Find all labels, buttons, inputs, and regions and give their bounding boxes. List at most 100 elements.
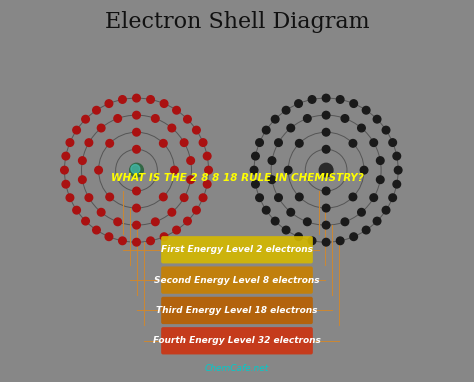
Circle shape <box>160 233 168 241</box>
Circle shape <box>199 194 207 202</box>
Circle shape <box>85 139 93 146</box>
Circle shape <box>349 193 357 201</box>
Text: Second Energy Level 8 electrons: Second Energy Level 8 electrons <box>154 276 320 285</box>
Circle shape <box>284 166 292 174</box>
FancyBboxPatch shape <box>161 327 313 354</box>
Circle shape <box>322 146 330 153</box>
Circle shape <box>82 217 90 225</box>
Circle shape <box>268 176 276 183</box>
Circle shape <box>62 152 70 160</box>
Circle shape <box>192 126 200 134</box>
Text: WHAT IS THE 2 8 8 18 RULE IN CHEMISTRY?: WHAT IS THE 2 8 8 18 RULE IN CHEMISTRY? <box>110 173 364 183</box>
Circle shape <box>350 100 357 107</box>
Circle shape <box>62 180 70 188</box>
Circle shape <box>118 237 126 244</box>
Circle shape <box>203 180 211 188</box>
Circle shape <box>252 180 259 188</box>
Circle shape <box>295 193 303 201</box>
Circle shape <box>287 209 294 216</box>
Circle shape <box>160 139 167 147</box>
Circle shape <box>106 139 113 147</box>
Circle shape <box>133 94 140 102</box>
Circle shape <box>360 166 368 174</box>
Circle shape <box>275 139 283 146</box>
Circle shape <box>283 226 290 234</box>
Circle shape <box>308 96 316 103</box>
Circle shape <box>263 126 270 134</box>
Circle shape <box>133 112 140 119</box>
Circle shape <box>370 194 377 201</box>
Circle shape <box>393 180 401 188</box>
Circle shape <box>66 139 74 146</box>
Circle shape <box>61 166 68 174</box>
Circle shape <box>183 115 191 123</box>
Circle shape <box>114 218 121 226</box>
Circle shape <box>322 204 330 212</box>
Circle shape <box>394 166 402 174</box>
Circle shape <box>97 209 105 216</box>
Circle shape <box>358 124 365 132</box>
Circle shape <box>370 139 377 146</box>
Circle shape <box>168 209 176 216</box>
Circle shape <box>133 238 140 246</box>
Circle shape <box>133 204 140 212</box>
Circle shape <box>337 96 344 103</box>
Circle shape <box>322 221 330 229</box>
Circle shape <box>168 124 176 132</box>
Circle shape <box>73 206 81 214</box>
Circle shape <box>373 115 381 123</box>
Text: Fourth Energy Level 32 electrons: Fourth Energy Level 32 electrons <box>153 336 321 345</box>
Circle shape <box>73 126 81 134</box>
Text: Third Energy Level 18 electrons: Third Energy Level 18 electrons <box>156 306 318 315</box>
Circle shape <box>341 115 349 122</box>
Circle shape <box>350 233 357 241</box>
Circle shape <box>349 139 357 147</box>
Circle shape <box>376 176 384 183</box>
Circle shape <box>358 209 365 216</box>
Circle shape <box>93 107 100 114</box>
FancyBboxPatch shape <box>161 297 313 324</box>
Circle shape <box>295 233 302 241</box>
Circle shape <box>287 124 294 132</box>
Circle shape <box>252 152 259 160</box>
Circle shape <box>263 206 270 214</box>
Text: ChemCafe.net: ChemCafe.net <box>205 364 269 372</box>
Circle shape <box>171 166 178 174</box>
Circle shape <box>203 152 211 160</box>
Circle shape <box>322 94 330 102</box>
Circle shape <box>337 237 344 244</box>
Circle shape <box>303 115 311 122</box>
Circle shape <box>389 194 396 202</box>
Circle shape <box>152 218 159 226</box>
Circle shape <box>79 157 86 164</box>
Circle shape <box>192 206 200 214</box>
Circle shape <box>82 115 90 123</box>
Circle shape <box>205 166 212 174</box>
Circle shape <box>295 139 303 147</box>
Circle shape <box>256 139 264 146</box>
Circle shape <box>180 139 188 146</box>
Circle shape <box>199 139 207 146</box>
Circle shape <box>393 152 401 160</box>
Circle shape <box>376 157 384 164</box>
Circle shape <box>173 226 180 234</box>
Circle shape <box>131 165 140 173</box>
Circle shape <box>66 194 74 202</box>
Circle shape <box>160 100 168 107</box>
Circle shape <box>187 176 194 183</box>
Circle shape <box>79 176 86 183</box>
Circle shape <box>322 112 330 119</box>
Circle shape <box>93 226 100 234</box>
Circle shape <box>133 128 140 136</box>
Circle shape <box>147 96 155 103</box>
Circle shape <box>97 124 105 132</box>
Circle shape <box>303 218 311 226</box>
Circle shape <box>130 163 143 177</box>
Circle shape <box>319 163 333 177</box>
Circle shape <box>362 226 370 234</box>
Circle shape <box>160 193 167 201</box>
Circle shape <box>295 100 302 107</box>
Circle shape <box>272 217 279 225</box>
Circle shape <box>322 238 330 246</box>
Circle shape <box>250 166 258 174</box>
